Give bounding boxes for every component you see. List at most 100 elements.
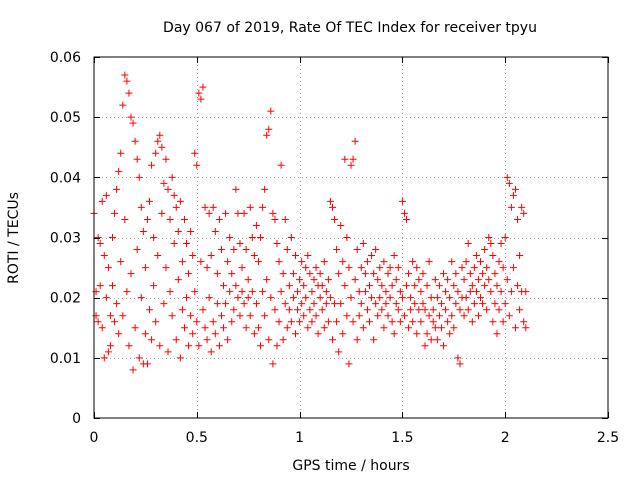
data-point xyxy=(232,185,240,193)
data-point xyxy=(505,312,513,320)
data-point xyxy=(322,300,330,308)
data-point xyxy=(405,270,413,278)
data-point xyxy=(152,318,160,326)
data-point xyxy=(382,288,390,296)
data-point xyxy=(345,360,353,368)
data-point xyxy=(215,215,223,223)
data-point xyxy=(168,312,176,320)
data-point xyxy=(302,294,310,302)
data-point xyxy=(398,197,406,205)
axis-ticks xyxy=(94,57,609,419)
data-point xyxy=(141,330,149,338)
data-point xyxy=(267,107,275,115)
data-point xyxy=(275,258,283,266)
data-point xyxy=(351,137,359,145)
data-point xyxy=(244,276,252,284)
data-point xyxy=(353,246,361,254)
data-point xyxy=(172,336,180,344)
data-point xyxy=(129,366,137,374)
data-point xyxy=(388,318,396,326)
data-point xyxy=(316,270,324,278)
data-point xyxy=(474,312,482,320)
data-point xyxy=(139,227,147,235)
data-point xyxy=(446,294,454,302)
data-point xyxy=(154,252,162,260)
data-point xyxy=(273,240,281,248)
data-point xyxy=(345,264,353,272)
data-point xyxy=(474,276,482,284)
data-point xyxy=(440,270,448,278)
data-point xyxy=(477,258,485,266)
y-tick-label: 0.05 xyxy=(50,110,81,126)
data-point xyxy=(468,318,476,326)
data-point xyxy=(479,300,487,308)
data-point xyxy=(217,312,225,320)
data-point xyxy=(248,234,256,241)
data-point xyxy=(287,318,295,326)
data-point xyxy=(413,330,421,338)
data-point xyxy=(156,131,164,139)
data-point xyxy=(125,89,133,97)
data-point xyxy=(355,312,363,320)
data-point xyxy=(185,342,193,350)
data-point xyxy=(183,240,191,248)
data-point xyxy=(180,324,188,332)
data-point xyxy=(456,306,464,314)
data-point xyxy=(226,234,234,241)
data-point xyxy=(119,101,127,109)
data-point xyxy=(511,324,519,332)
data-point xyxy=(407,294,415,302)
data-point xyxy=(129,119,137,127)
data-point xyxy=(220,282,228,290)
data-point xyxy=(489,252,497,260)
data-point xyxy=(306,306,314,314)
data-point xyxy=(499,264,507,272)
data-point xyxy=(187,312,195,320)
data-point xyxy=(254,324,262,332)
data-point xyxy=(483,264,491,272)
data-point xyxy=(166,215,174,223)
data-point xyxy=(180,215,188,223)
data-point xyxy=(283,246,291,254)
data-point xyxy=(289,270,297,278)
data-point xyxy=(291,252,299,260)
data-point xyxy=(296,318,304,326)
data-point xyxy=(211,227,219,235)
data-point xyxy=(370,336,378,344)
data-point xyxy=(405,324,413,332)
data-point xyxy=(195,89,203,97)
data-point xyxy=(392,300,400,308)
data-point xyxy=(294,288,302,296)
y-tick-labels: 0 0.01 0.02 0.03 0.04 0.05 0.06 xyxy=(50,50,81,427)
data-point xyxy=(419,270,427,278)
data-point xyxy=(308,318,316,326)
data-point xyxy=(207,348,215,356)
data-point xyxy=(372,246,380,254)
data-point xyxy=(331,300,339,308)
data-point xyxy=(228,318,236,326)
data-point xyxy=(388,282,396,290)
data-point xyxy=(374,276,382,284)
data-point xyxy=(236,312,244,320)
data-point xyxy=(343,312,351,320)
data-point xyxy=(339,330,347,338)
data-point xyxy=(497,288,505,296)
data-point xyxy=(448,258,456,266)
data-point xyxy=(201,203,209,211)
data-point xyxy=(263,276,271,284)
data-point xyxy=(207,252,215,260)
data-point xyxy=(240,300,248,308)
data-point xyxy=(322,288,330,296)
data-point xyxy=(224,258,232,266)
data-point xyxy=(372,300,380,308)
data-point xyxy=(454,288,462,296)
data-point xyxy=(224,336,232,344)
data-point xyxy=(318,282,326,290)
data-point xyxy=(246,312,254,320)
data-point xyxy=(442,306,450,314)
data-point xyxy=(300,282,308,290)
data-point xyxy=(259,203,267,211)
data-point xyxy=(380,324,388,332)
data-point xyxy=(174,227,182,235)
data-point xyxy=(468,282,476,290)
